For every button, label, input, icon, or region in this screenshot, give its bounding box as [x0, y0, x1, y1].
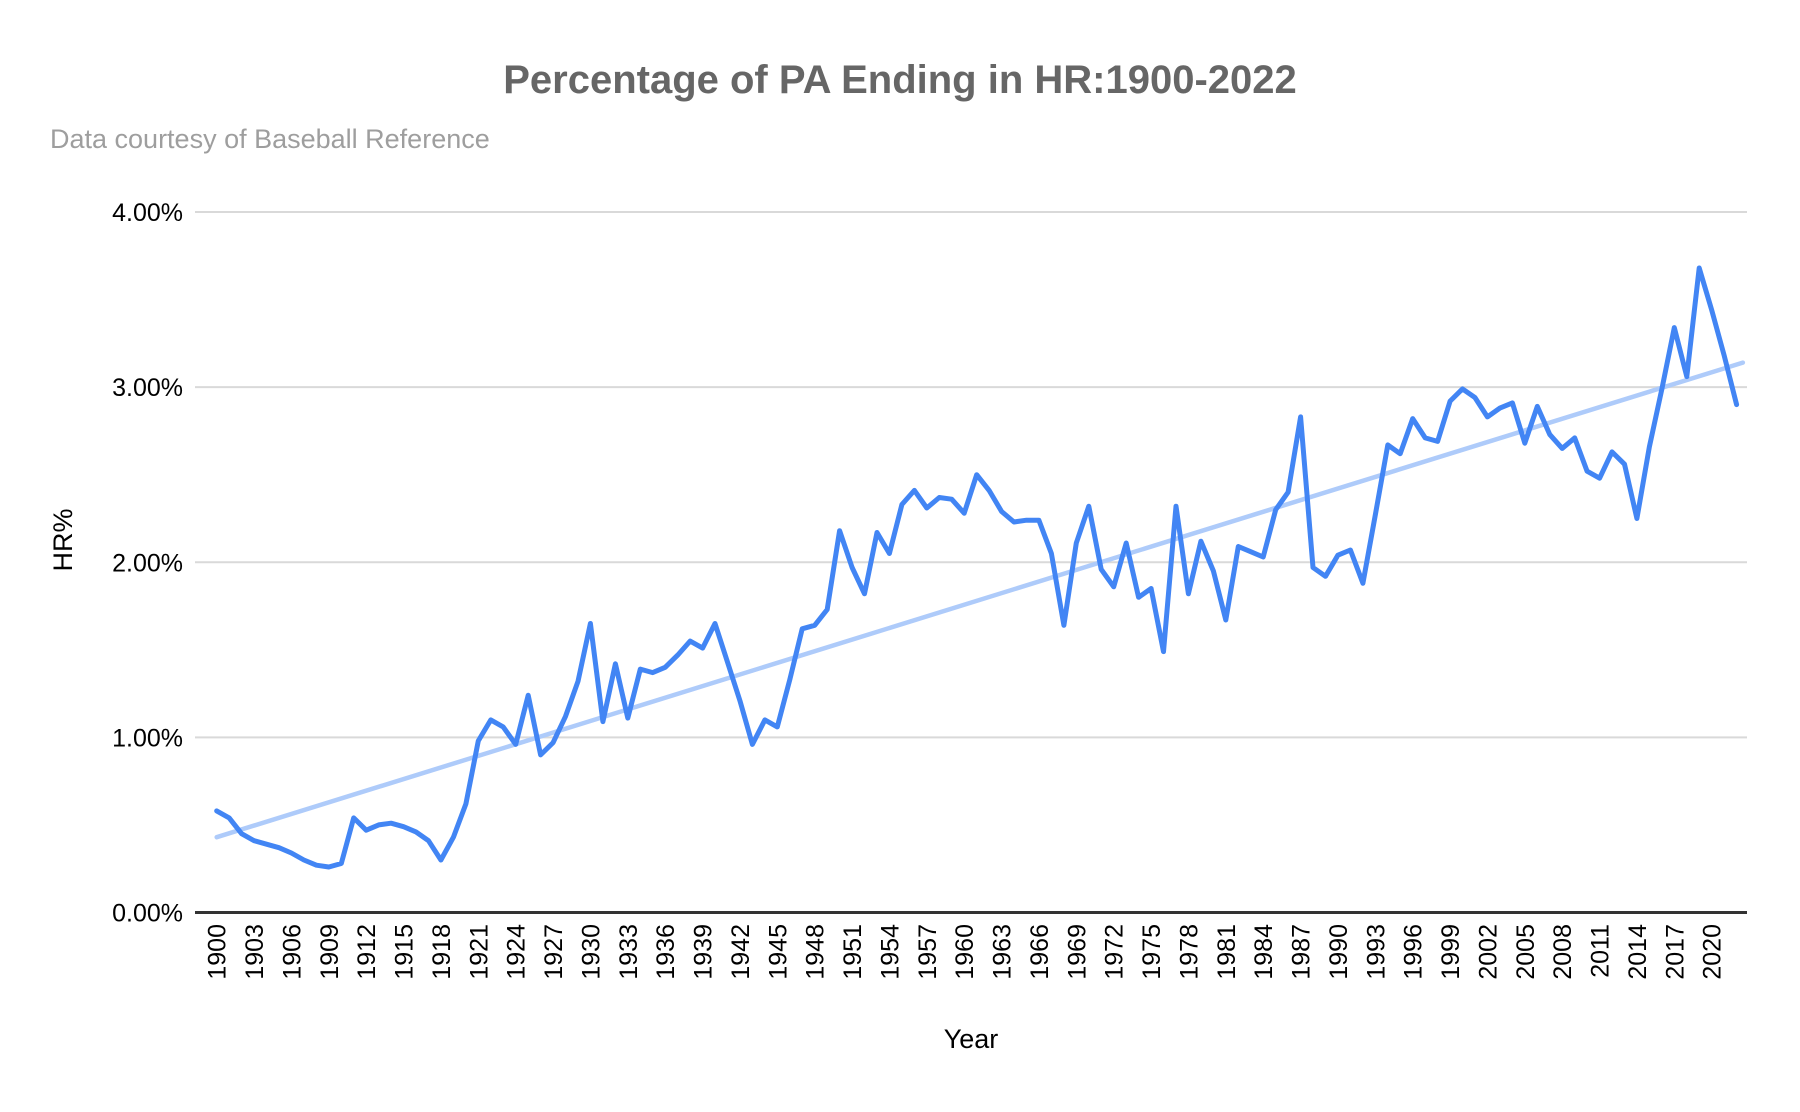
x-tick-label: 1999 [1437, 924, 1465, 980]
y-tick-label: 1.00% [112, 724, 183, 752]
trendline [214, 360, 1746, 840]
chart-title: Percentage of PA Ending in HR:1900-2022 [503, 58, 1297, 102]
x-tick-label: 1957 [914, 924, 942, 980]
y-tick-label: 3.00% [112, 374, 183, 402]
x-tick-label: 2017 [1661, 924, 1689, 980]
series-layer [214, 265, 1746, 870]
x-tick-label: 2002 [1474, 924, 1502, 980]
x-tick-label: 1936 [652, 924, 680, 980]
x-tick-label: 1987 [1288, 924, 1316, 980]
gridlines-layer [195, 211, 1747, 914]
x-tick-label: 1933 [615, 924, 643, 980]
hr-percent-series-line [214, 265, 1740, 870]
x-tick-label: 1942 [727, 924, 755, 980]
y-axis-title: HR% [48, 508, 78, 571]
x-tick-label: 1978 [1175, 924, 1203, 980]
y-tick-label: 0.00% [112, 900, 183, 928]
x-tick-label: 1984 [1250, 924, 1278, 980]
x-tick-label: 1969 [1063, 924, 1091, 980]
x-tick-label: 1981 [1213, 924, 1241, 980]
x-tick-label: 1924 [503, 924, 531, 980]
x-tick-label: 2005 [1512, 924, 1540, 980]
x-tick-label: 1948 [802, 924, 830, 980]
x-tick-label: 2008 [1549, 924, 1577, 980]
x-tick-label: 2011 [1587, 924, 1615, 978]
chart-subtitle: Data courtesy of Baseball Reference [50, 124, 490, 154]
x-tick-label: 1915 [391, 924, 419, 980]
x-tick-label: 1906 [278, 924, 306, 980]
x-axis-title: Year [944, 1024, 999, 1054]
x-tick-label: 2020 [1699, 924, 1727, 980]
x-tick-label: 1939 [690, 924, 718, 980]
x-tick-label: 1930 [577, 924, 605, 980]
x-tick-label: 2014 [1624, 924, 1652, 980]
x-tick-label: 1990 [1325, 924, 1353, 980]
x-tick-label: 1954 [876, 924, 904, 980]
x-tick-label: 1993 [1362, 924, 1390, 980]
tick-labels-layer: 0.00% 1.00% 2.00% 3.00% 4.00% 1900 1903 1906 190… [112, 199, 1727, 980]
y-tick-label: 2.00% [112, 549, 183, 577]
x-tick-label: 1927 [540, 924, 568, 980]
x-tick-label: 1900 [204, 924, 232, 980]
x-tick-label: 1972 [1101, 924, 1129, 980]
x-tick-label: 1975 [1138, 924, 1166, 980]
x-tick-label: 1909 [316, 924, 344, 980]
x-tick-label: 1903 [241, 924, 269, 980]
x-tick-label: 1963 [989, 924, 1017, 980]
x-tick-label: 1918 [428, 924, 456, 980]
x-tick-label: 1951 [839, 924, 867, 980]
x-tick-label: 1996 [1400, 924, 1428, 980]
x-tick-label: 1966 [1026, 924, 1054, 980]
x-tick-label: 1921 [465, 924, 493, 980]
x-tick-label: 1912 [353, 924, 381, 980]
x-tick-label: 1945 [764, 924, 792, 980]
x-tick-label: 1960 [951, 924, 979, 980]
y-tick-label: 4.00% [112, 199, 183, 227]
